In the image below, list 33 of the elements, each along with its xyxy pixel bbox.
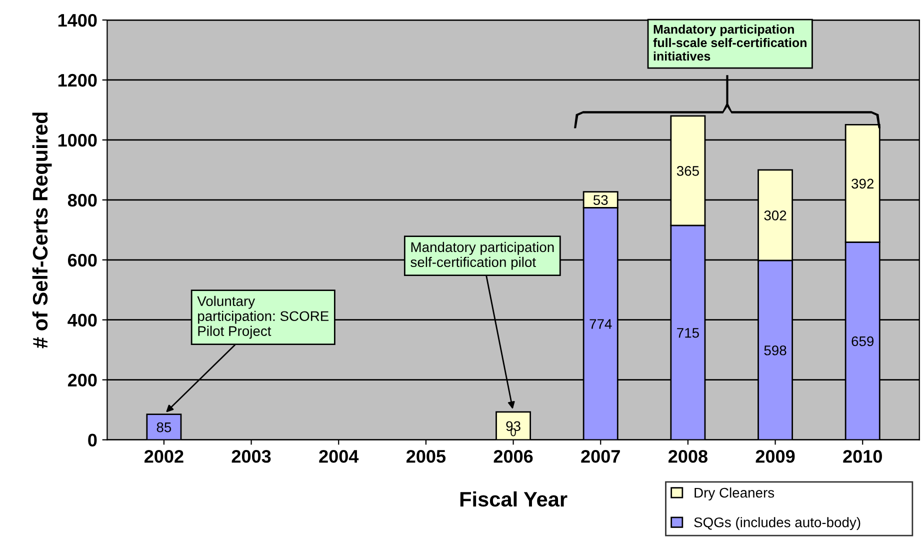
- y-tick-label: 200: [68, 374, 97, 387]
- y-tick-label: 800: [68, 194, 97, 207]
- annotation: Mandatory participation full-scale self-certification initiatives: [653, 24, 806, 61]
- data-label: 392: [852, 178, 874, 189]
- y-tick-label: 1400: [58, 14, 97, 27]
- x-tick-label: 2002: [144, 450, 184, 463]
- y-tick-label: 0: [88, 434, 97, 447]
- data-label: 85: [156, 422, 172, 432]
- x-tick-label: 2005: [406, 450, 446, 463]
- y-axis-title: # of Self-Certs Required: [32, 112, 52, 348]
- annotation: Voluntary participation: SCORE Pilot Project: [197, 296, 329, 339]
- data-label: 715: [677, 328, 699, 338]
- legend-label: Dry Cleaners: [694, 487, 774, 500]
- data-label: 302: [764, 210, 786, 220]
- x-tick-label: 2009: [756, 450, 795, 463]
- data-label: 659: [852, 336, 874, 346]
- x-tick-label: 2004: [319, 450, 359, 463]
- x-tick-label: 2006: [494, 450, 533, 463]
- y-tick-label: 1000: [58, 134, 97, 147]
- annotation: Mandatory participation self-certification pilot: [410, 242, 554, 270]
- legend-label: SQGs (includes auto-body): [694, 517, 860, 530]
- x-tick-label: 2008: [668, 450, 708, 463]
- y-tick-label: 1200: [58, 74, 97, 87]
- x-axis-title: Fiscal Year: [460, 491, 568, 507]
- x-tick-label: 2003: [232, 450, 271, 463]
- data-label: 774: [590, 319, 612, 329]
- x-tick-label: 2010: [843, 450, 882, 463]
- data-label: 53: [593, 195, 608, 205]
- x-tick-label: 2007: [581, 450, 620, 463]
- y-tick-label: 400: [68, 314, 97, 327]
- y-tick-label: 600: [68, 254, 97, 267]
- data-label: 365: [676, 166, 699, 176]
- data-label: 598: [764, 345, 786, 356]
